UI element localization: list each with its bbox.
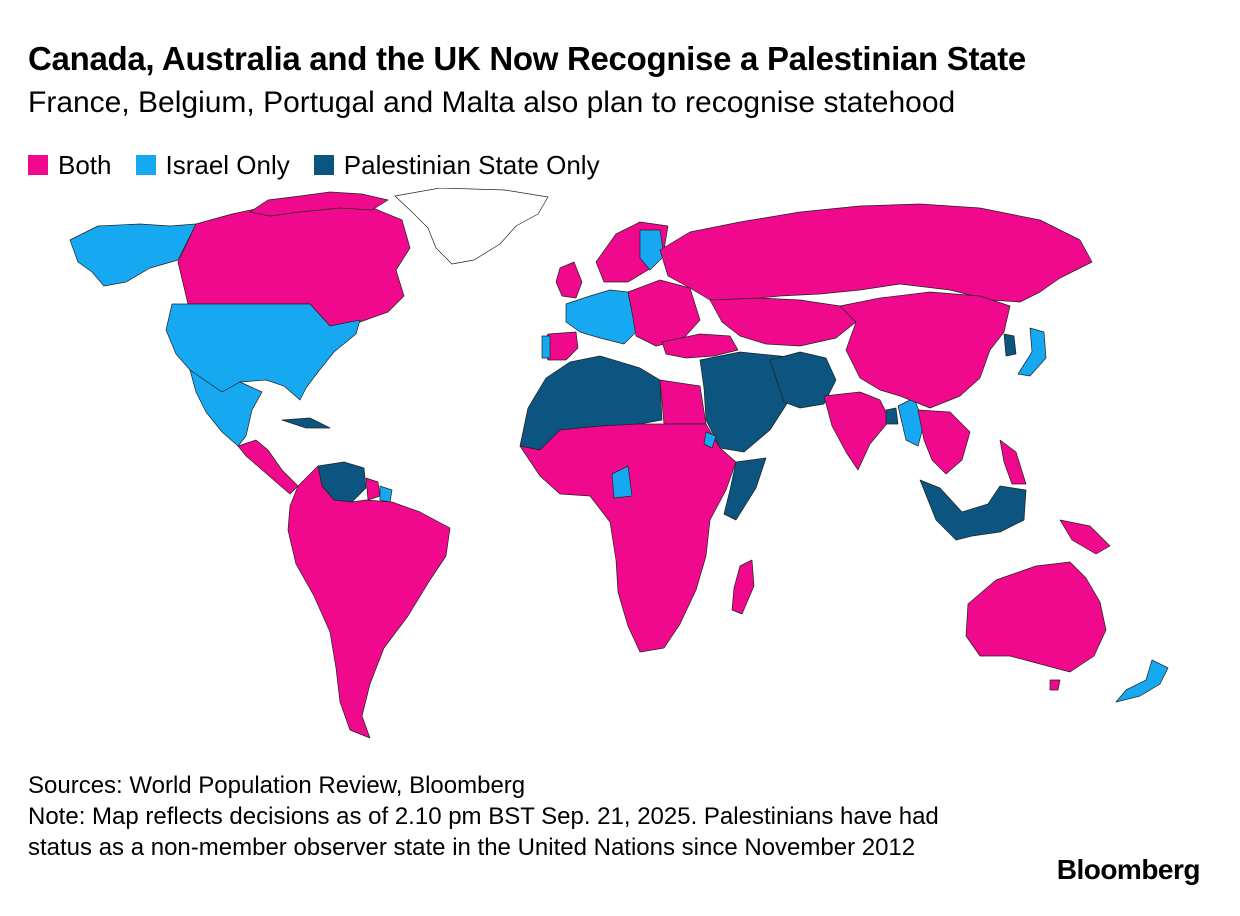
legend-label-israel-only: Israel Only [165, 149, 290, 180]
region-central-america [237, 439, 299, 495]
legend-item-both: Both [28, 150, 112, 181]
region-portugal [541, 335, 551, 359]
region-southeast-asia [917, 409, 971, 475]
region-iran-pakistan [769, 351, 837, 409]
footnote: Note: Map reflects decisions as of 2.10 … [28, 803, 939, 861]
region-australia [965, 561, 1107, 673]
region-sub-saharan-africa [519, 423, 737, 653]
region-new-zealand [1115, 659, 1169, 703]
region-indonesia [919, 479, 1027, 541]
region-russia [659, 203, 1093, 303]
legend-label-palestine-only: Palestinian State Only [343, 149, 600, 180]
region-guyana [365, 477, 381, 501]
region-korea [1003, 333, 1017, 357]
region-greenland [394, 188, 549, 265]
chart-title: Canada, Australia and the UK Now Recogni… [28, 40, 1026, 77]
region-mexico [189, 369, 263, 447]
legend-label-both: Both [58, 149, 112, 180]
legend-item-israel-only: Israel Only [135, 149, 290, 181]
region-japan [1017, 327, 1047, 377]
region-eritrea [703, 431, 717, 449]
region-suriname [379, 485, 393, 503]
region-turkey [661, 333, 739, 359]
region-arctic-islands [249, 191, 389, 217]
region-egypt [659, 379, 707, 425]
region-philippines [999, 439, 1027, 485]
legend-item-palestine-only: Palestinian State Only [313, 149, 600, 181]
region-cuba [281, 417, 331, 429]
chart-subtitle: France, Belgium, Portugal and Malta also… [28, 86, 956, 119]
region-madagascar [731, 559, 755, 615]
legend-swatch-palestine-only [313, 155, 334, 175]
region-png [1059, 519, 1111, 555]
region-tasmania [1049, 679, 1061, 691]
bloomberg-logo: Bloomberg [1056, 854, 1201, 885]
region-central-asia [709, 297, 857, 347]
region-horn-of-africa [723, 457, 767, 521]
region-china [839, 291, 1011, 409]
region-usa [165, 303, 361, 401]
sources-note: Sources: World Population Review, Bloomb… [28, 772, 526, 799]
region-uk-ireland [555, 261, 583, 299]
world-map-svg [69, 188, 1169, 739]
region-cameroon [611, 465, 633, 499]
region-south-america [287, 465, 451, 739]
legend-swatch-both [28, 155, 48, 175]
legend-swatch-israel-only [135, 155, 156, 175]
region-alaska [69, 223, 197, 287]
region-bangladesh [885, 407, 899, 425]
legend: Both Israel Only Palestinian State Only [28, 148, 624, 182]
region-south-asia [823, 391, 891, 471]
notes: Sources: World Population Review, Bloomb… [28, 770, 1008, 863]
region-finland [639, 229, 665, 271]
world-map [0, 188, 1240, 748]
